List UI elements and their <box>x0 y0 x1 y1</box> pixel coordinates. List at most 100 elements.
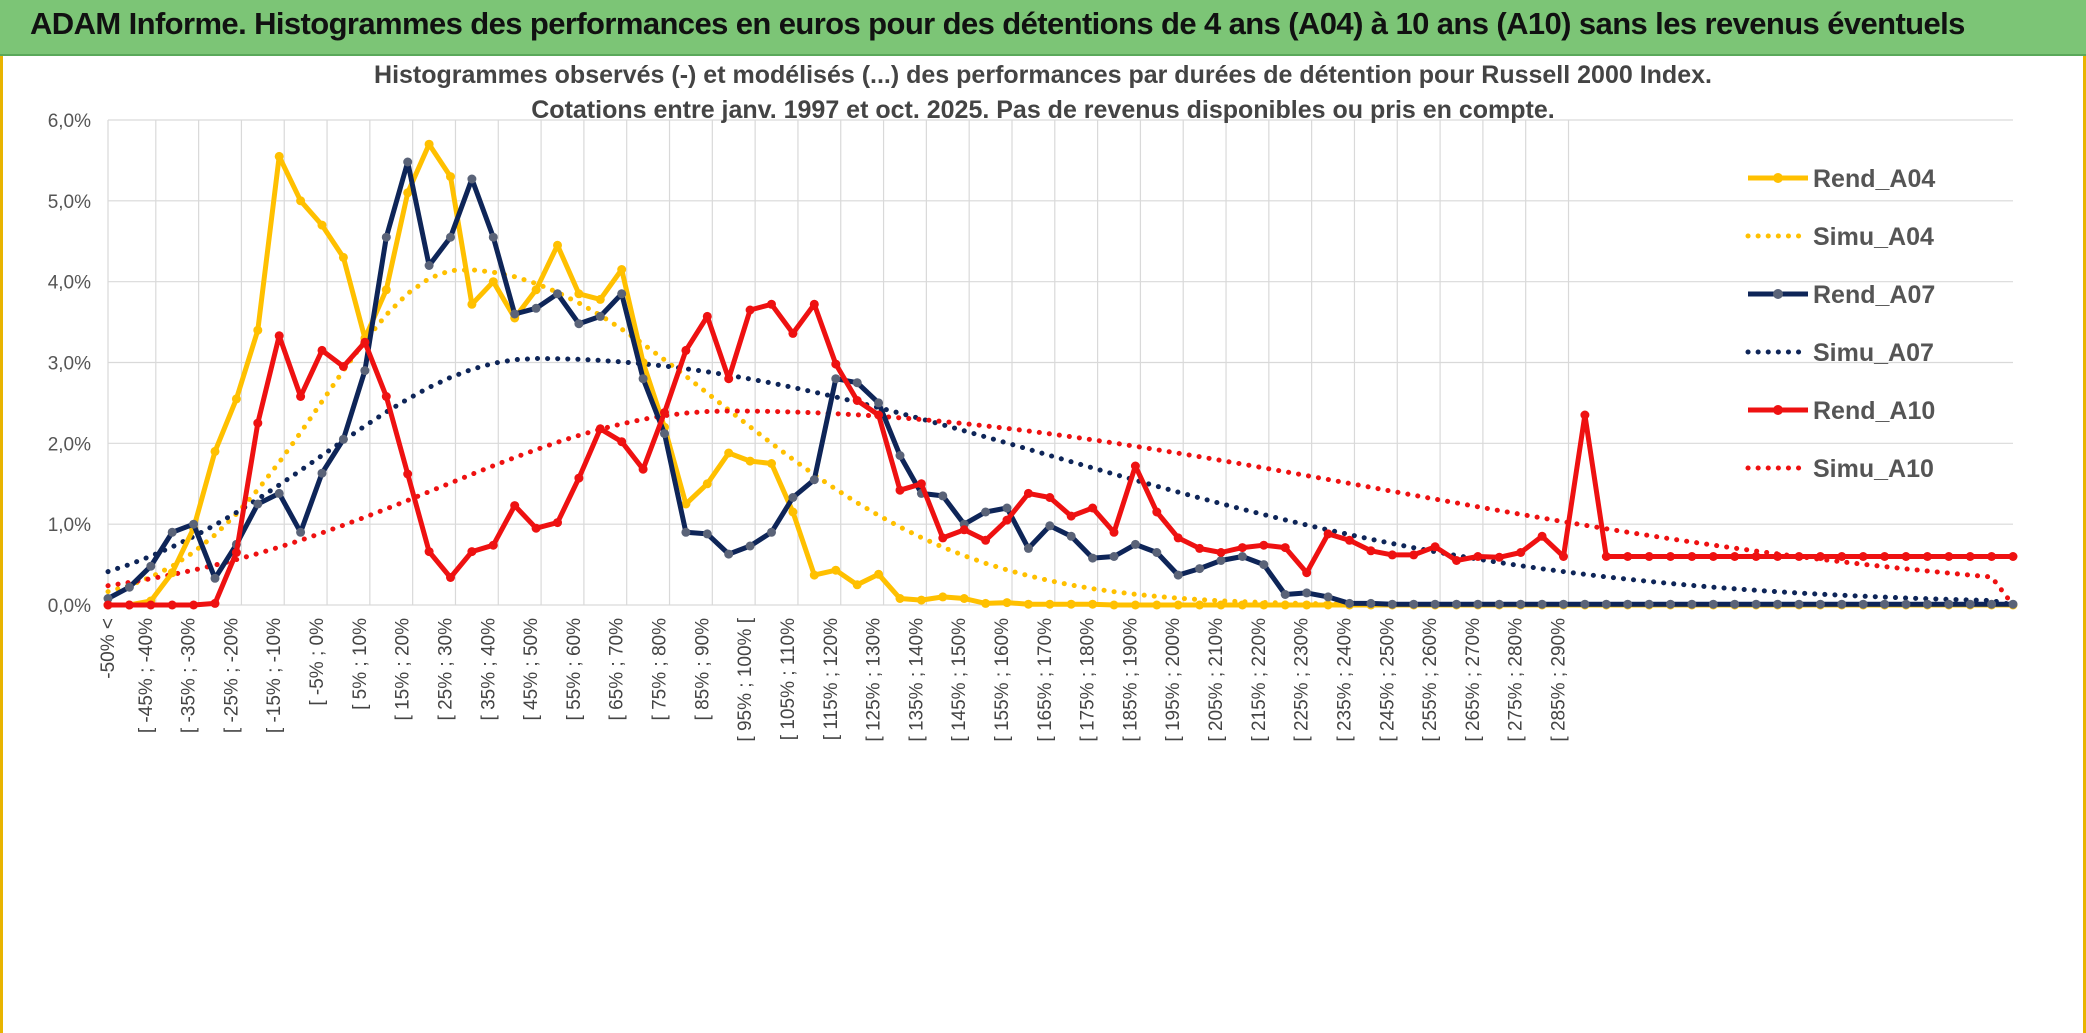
series-rend_a10 <box>103 299 2018 610</box>
x-tick-label: [ 35% ; 40% <box>478 618 499 721</box>
data-point <box>1559 552 1568 561</box>
data-point <box>253 499 263 509</box>
data-point <box>660 429 669 439</box>
data-point <box>959 594 969 603</box>
x-tick-label: [ -25% ; -20% <box>221 618 242 733</box>
report-banner: ADAM Informe. Histogrammes des performan… <box>0 0 2086 56</box>
data-point <box>1730 599 1740 609</box>
data-point <box>681 527 691 537</box>
data-point <box>446 172 455 182</box>
data-point <box>574 473 584 483</box>
x-tick-label: [ 245% ; 250% <box>1377 618 1398 742</box>
data-point <box>1173 570 1183 580</box>
x-tick-label: [ 65% ; 70% <box>607 618 628 721</box>
data-point <box>809 570 819 580</box>
data-point <box>253 418 263 428</box>
data-point <box>1237 600 1247 610</box>
data-point <box>1944 599 1954 609</box>
data-point <box>1815 552 1825 561</box>
data-point <box>745 305 755 315</box>
y-tick-label: 6,0% <box>48 111 91 132</box>
data-point <box>317 345 327 355</box>
data-point <box>1773 599 1783 609</box>
data-point <box>1195 600 1205 610</box>
data-point <box>1794 552 1804 561</box>
data-point <box>146 600 156 610</box>
data-point <box>1345 598 1354 608</box>
data-point <box>595 311 605 321</box>
data-point <box>1130 539 1140 549</box>
data-point <box>724 374 734 384</box>
data-point <box>1965 599 1975 609</box>
data-point <box>338 252 348 262</box>
data-point <box>852 580 862 590</box>
series-line-rend_a10 <box>108 301 2013 608</box>
data-point <box>1152 548 1162 557</box>
data-point <box>1280 590 1290 599</box>
data-point <box>1858 599 1868 609</box>
x-tick-label: [ 235% ; 240% <box>1334 618 1355 742</box>
data-point <box>1516 599 1526 609</box>
data-point <box>381 392 391 401</box>
x-tick-label: [ 95% ; 100% [ <box>735 617 756 741</box>
data-point <box>488 277 498 287</box>
x-tick-label: [ -35% ; -30% <box>179 618 200 733</box>
data-point <box>1216 556 1226 565</box>
data-point <box>895 594 905 603</box>
data-point <box>1730 552 1740 561</box>
data-point <box>1280 600 1290 610</box>
data-point <box>981 507 991 517</box>
x-tick-label: [ 5% ; 10% <box>350 618 371 710</box>
series-line-simu_a10 <box>105 408 2016 608</box>
data-point <box>124 582 134 592</box>
series-rend_a04 <box>103 139 2018 610</box>
legend-label: Simu_A10 <box>1813 455 1934 483</box>
data-point <box>638 464 648 474</box>
x-tick-label: -50% < <box>98 618 119 679</box>
data-point <box>1366 598 1376 608</box>
data-point <box>231 548 241 557</box>
data-point <box>1901 552 1911 561</box>
data-point <box>895 485 905 495</box>
data-point <box>595 294 605 304</box>
data-point <box>488 232 498 242</box>
x-tick-label: [ 275% ; 280% <box>1506 618 1527 742</box>
data-point <box>317 220 327 230</box>
data-point <box>767 299 776 309</box>
y-tick-label: 5,0% <box>48 192 91 213</box>
data-point <box>424 547 434 557</box>
data-point <box>874 569 884 579</box>
data-point <box>617 289 627 299</box>
data-point <box>531 303 541 313</box>
data-point <box>702 529 712 539</box>
data-point <box>553 518 562 528</box>
data-point <box>531 285 541 295</box>
x-tick-label: [ 125% ; 130% <box>864 618 885 742</box>
data-point <box>1559 599 1568 609</box>
data-point <box>1088 553 1098 563</box>
data-point <box>1837 599 1847 609</box>
chart-series <box>103 139 2018 610</box>
chart-frame: 0,0% 1,0% 2,0% 3,0% 4,0% 5,0% 6,0% -50% < [ -45… <box>0 56 2086 1033</box>
data-point <box>1580 599 1590 609</box>
data-point <box>1216 548 1226 557</box>
data-point <box>167 600 177 610</box>
data-point <box>2008 552 2018 561</box>
data-point <box>1023 599 1033 609</box>
data-point <box>1237 552 1247 561</box>
data-point <box>1259 600 1269 610</box>
data-point <box>724 448 734 458</box>
data-point <box>1687 552 1697 561</box>
data-point <box>767 459 776 468</box>
y-tick-label: 2,0% <box>48 434 91 455</box>
data-point <box>1002 515 1012 525</box>
data-point <box>424 139 434 149</box>
data-point <box>1130 600 1140 610</box>
x-tick-label: [ 155% ; 160% <box>992 618 1013 742</box>
data-point <box>1987 552 1997 561</box>
data-point <box>167 527 177 537</box>
data-point <box>510 309 520 319</box>
data-point <box>895 451 905 460</box>
y-tick-label: 1,0% <box>48 515 91 536</box>
data-point <box>767 527 776 537</box>
